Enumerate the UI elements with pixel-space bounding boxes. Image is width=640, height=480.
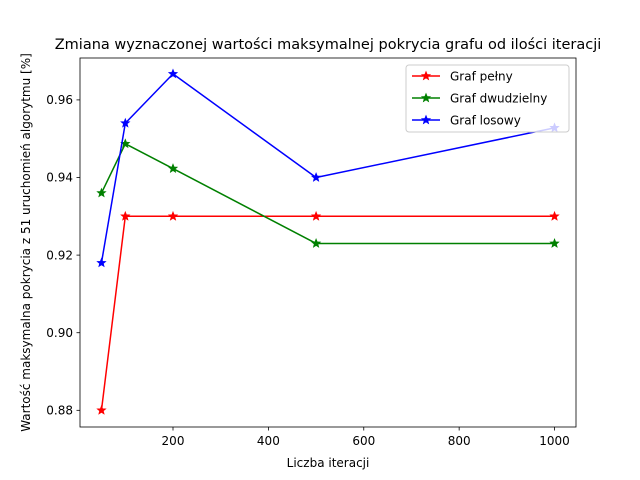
data-point (310, 238, 322, 248)
data-point (549, 210, 560, 221)
data-point (167, 68, 179, 79)
x-tick-label: 800 (448, 434, 471, 448)
series-layer (96, 68, 560, 415)
data-point (96, 187, 107, 198)
legend-marker (420, 92, 432, 103)
data-point (167, 210, 179, 221)
x-axis-label: Liczba iteracji (287, 456, 370, 470)
legend-label: Graf losowy (450, 113, 521, 127)
y-tick-label: 0.92 (46, 248, 73, 262)
data-point (96, 257, 107, 268)
data-point (310, 210, 322, 221)
y-axis-label: Wartość maksymalna pokrycia z 51 uruchom… (19, 53, 33, 432)
x-tick-label: 1000 (539, 434, 570, 448)
chart-title: Zmiana wyznaczonej wartości maksymalnej … (55, 37, 602, 53)
data-point (96, 404, 107, 415)
y-tick-label: 0.88 (46, 404, 73, 418)
y-tick-label: 0.90 (46, 326, 73, 340)
legend-box (405, 64, 570, 133)
data-point (120, 210, 131, 221)
legend-label: Graf dwudzielny (450, 91, 547, 105)
y-tick-label: 0.94 (46, 171, 73, 185)
y-axis: 0.88 0.90 0.92 0.94 0.96 (46, 93, 80, 418)
legend-label: Graf pełny (450, 69, 513, 83)
legend-marker (420, 114, 432, 125)
legend-marker (420, 70, 432, 81)
data-point (120, 117, 131, 128)
y-tick-label: 0.96 (46, 93, 73, 107)
x-tick-label: 600 (352, 434, 375, 448)
legend: Graf pełny Graf dwudzielny Graf losowy (405, 64, 570, 133)
data-point (549, 238, 560, 248)
x-tick-label: 200 (162, 434, 185, 448)
data-point (167, 163, 179, 173)
x-tick-label: 400 (257, 434, 280, 448)
plot-frame (79, 57, 577, 428)
x-axis: 200 400 600 800 1000 (162, 427, 570, 448)
data-point (310, 172, 322, 182)
